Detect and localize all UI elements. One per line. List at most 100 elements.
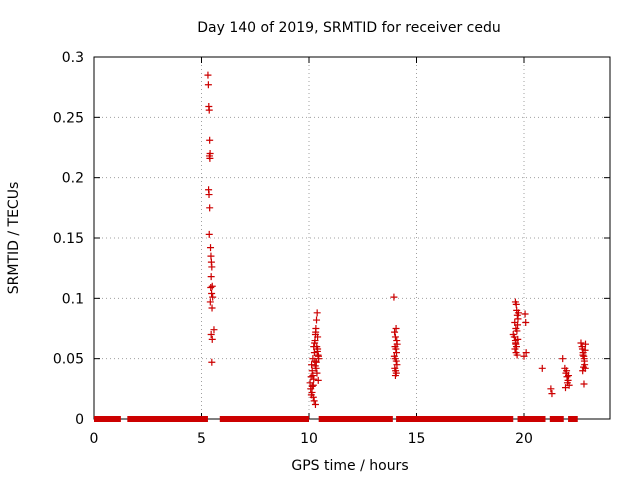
plot-frame	[93, 56, 611, 420]
data-point	[207, 252, 215, 260]
data-point	[522, 318, 530, 326]
data-point	[307, 391, 315, 399]
data-point	[513, 327, 521, 335]
y-tick-label: 0.3	[62, 50, 84, 66]
data-point	[392, 357, 400, 365]
data-point	[514, 315, 522, 323]
data-point	[207, 331, 215, 339]
data-point	[580, 357, 588, 365]
x-tick-label: 0	[90, 431, 99, 447]
data-point	[581, 346, 589, 354]
x-tick-label: 5	[197, 431, 206, 447]
data-point	[521, 310, 529, 318]
data-point	[563, 373, 571, 381]
data-point	[579, 367, 587, 375]
data-point	[580, 363, 588, 371]
data-point	[314, 376, 322, 384]
x-tick-label: 20	[515, 431, 533, 447]
data-point	[391, 372, 399, 380]
zero-baseline-segment	[219, 416, 309, 422]
data-point	[511, 318, 519, 326]
data-point	[208, 290, 216, 298]
data-point	[520, 352, 528, 360]
chart-title: Day 140 of 2019, SRMTID for receiver ced…	[197, 20, 500, 36]
data-point	[581, 340, 589, 348]
tick-layer: 0 0.05 0.1 0.15 0.2 0.25 0.3 0 5 10 15 20	[53, 50, 610, 447]
data-point	[312, 358, 320, 366]
data-point	[563, 367, 571, 375]
data-point	[548, 390, 556, 398]
zero-baseline-segment	[396, 416, 514, 422]
data-point	[205, 230, 213, 238]
zero-baseline-segment	[568, 416, 578, 422]
data-point	[206, 154, 214, 162]
data-point	[310, 349, 318, 357]
data-point	[205, 191, 213, 199]
y-tick-label: 0.15	[53, 231, 84, 247]
data-point	[559, 355, 567, 363]
data-point	[391, 328, 399, 336]
data-point	[310, 397, 318, 405]
data-point	[392, 325, 400, 332]
data-point	[563, 379, 571, 387]
data-point	[561, 384, 569, 392]
data-point	[206, 204, 214, 212]
data-point	[308, 382, 316, 390]
data-point	[312, 328, 320, 336]
data-point	[512, 339, 520, 347]
x-tick-label: 15	[408, 431, 426, 447]
data-point	[309, 372, 317, 380]
data-point	[308, 367, 316, 375]
data-point	[393, 361, 401, 369]
zero-baseline-segment	[127, 416, 208, 422]
data-point	[205, 106, 213, 114]
y-tick-label: 0.25	[53, 110, 84, 126]
zero-baseline-segment	[318, 416, 393, 422]
y-tick-label: 0	[75, 412, 84, 428]
data-point	[206, 298, 214, 306]
data-point	[206, 136, 214, 144]
data-point	[313, 347, 321, 355]
x-axis-title: GPS time / hours	[291, 458, 408, 474]
data-point	[208, 358, 216, 366]
data-point	[513, 351, 521, 359]
data-point	[309, 381, 317, 389]
data-point	[310, 375, 318, 383]
data-point	[210, 326, 218, 334]
data-point	[393, 349, 401, 357]
data-point	[207, 283, 215, 291]
data-point	[511, 345, 519, 353]
baseline-layer	[94, 416, 578, 422]
zero-baseline-segment	[517, 416, 546, 422]
data-point	[514, 335, 522, 343]
y-tick-label: 0.05	[53, 352, 84, 368]
data-point	[208, 335, 216, 343]
data-point	[311, 362, 319, 370]
data-point	[522, 349, 530, 357]
data-point	[391, 333, 399, 341]
data-point	[512, 300, 520, 308]
point-layer	[204, 71, 589, 409]
data-point	[207, 273, 215, 281]
y-tick-label: 0.1	[62, 291, 84, 307]
data-point	[538, 364, 546, 372]
data-point	[314, 352, 322, 360]
data-point	[547, 385, 555, 393]
data-point	[580, 380, 588, 388]
data-point	[308, 361, 316, 369]
data-point	[311, 339, 319, 347]
data-point	[314, 333, 322, 341]
zero-baseline-segment	[549, 416, 564, 422]
data-point	[313, 316, 321, 324]
data-point	[311, 401, 319, 409]
data-point	[208, 263, 216, 271]
y-axis-title: SRMTID / TECUs	[6, 182, 22, 295]
data-point	[390, 293, 398, 301]
data-point	[577, 339, 585, 347]
data-point	[204, 71, 212, 79]
x-tick-label: 10	[300, 431, 318, 447]
data-point	[313, 369, 321, 377]
data-point	[514, 309, 522, 317]
zero-baseline-segment	[94, 416, 121, 422]
